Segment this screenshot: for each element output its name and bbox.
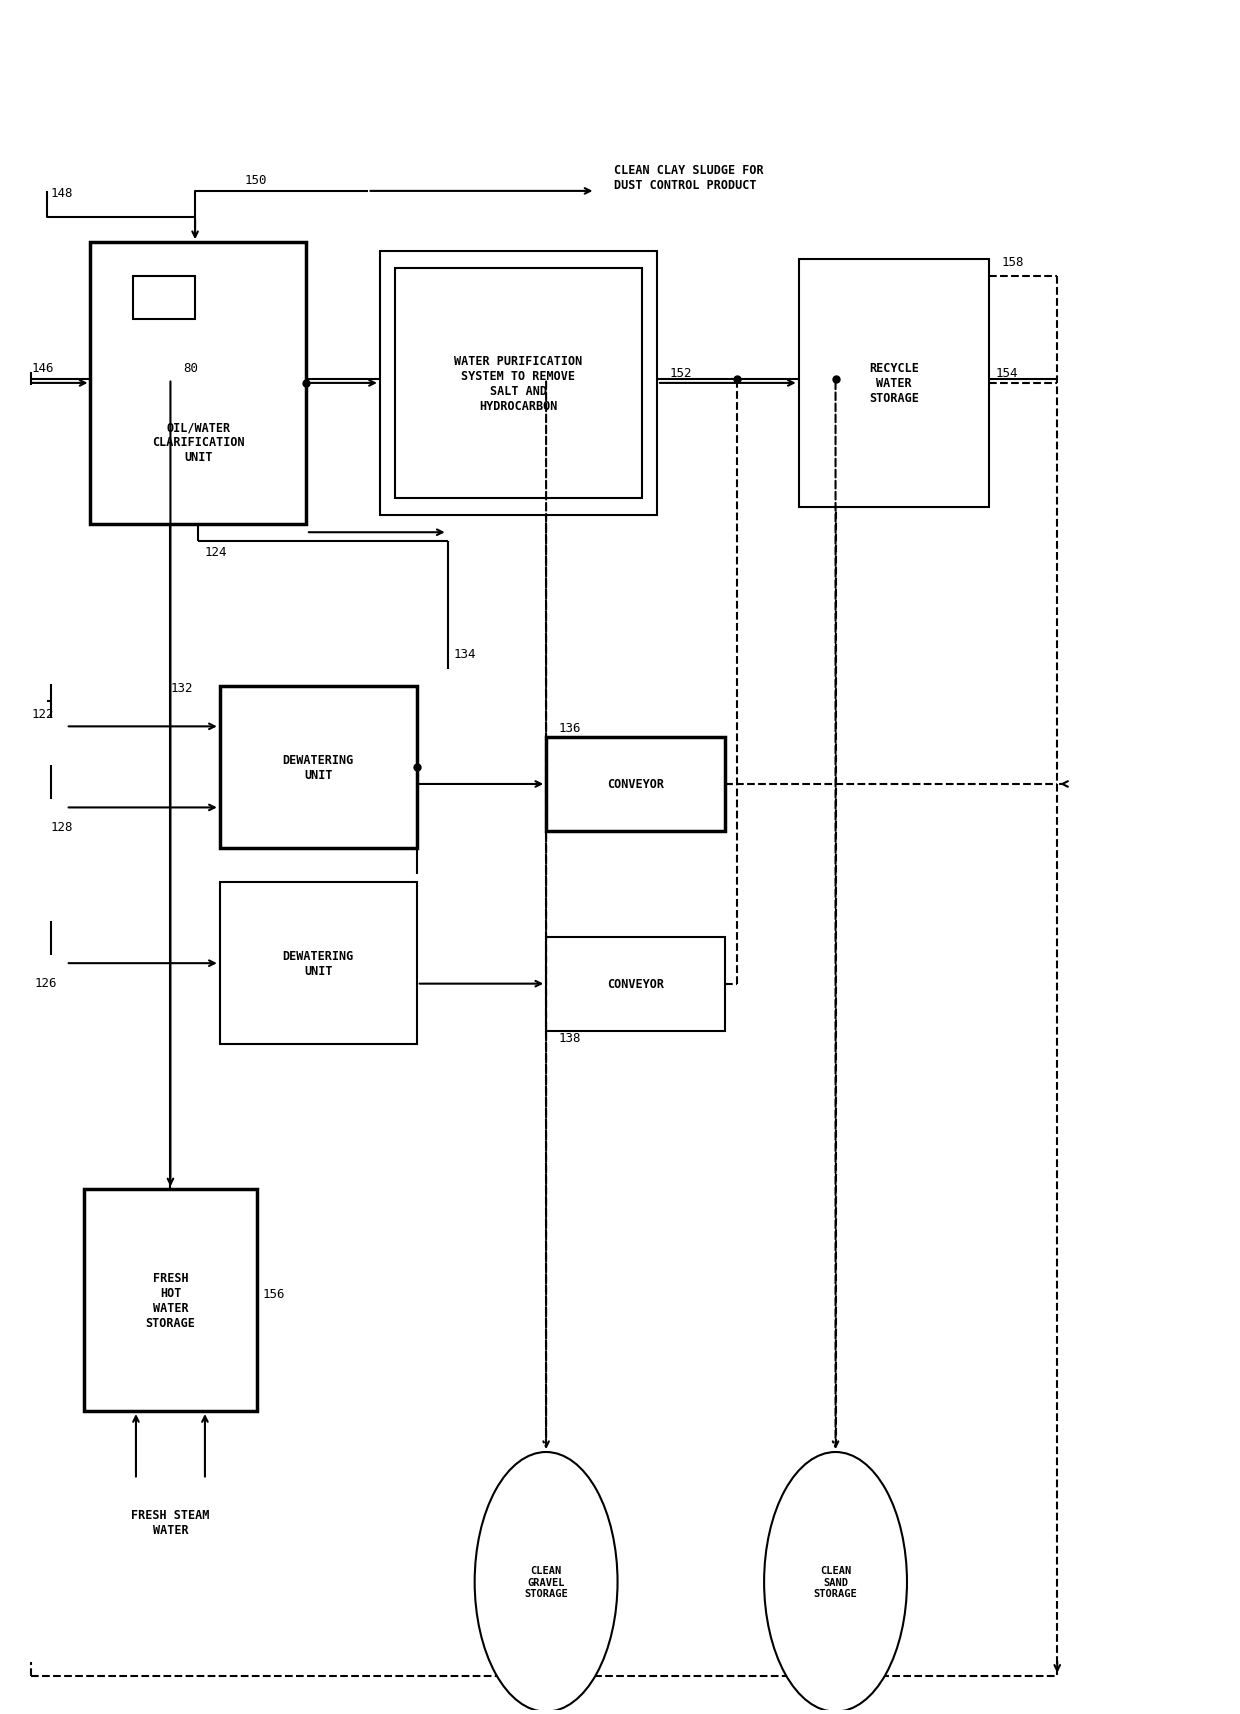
Text: CLEAN CLAY SLUDGE FOR
DUST CONTROL PRODUCT: CLEAN CLAY SLUDGE FOR DUST CONTROL PRODU… — [614, 165, 764, 192]
Text: 156: 156 — [263, 1287, 285, 1301]
FancyBboxPatch shape — [84, 1190, 257, 1411]
Text: CONVEYOR: CONVEYOR — [606, 977, 663, 991]
Text: 138: 138 — [558, 1032, 580, 1044]
Ellipse shape — [475, 1452, 618, 1712]
Text: 124: 124 — [205, 545, 227, 559]
Text: CONVEYOR: CONVEYOR — [606, 778, 663, 790]
FancyBboxPatch shape — [799, 261, 990, 507]
Text: 152: 152 — [670, 367, 692, 381]
FancyBboxPatch shape — [91, 243, 306, 524]
Text: 154: 154 — [996, 367, 1018, 381]
FancyBboxPatch shape — [219, 686, 417, 848]
Text: 126: 126 — [35, 977, 57, 989]
Text: 150: 150 — [244, 173, 267, 187]
Text: DEWATERING
UNIT: DEWATERING UNIT — [283, 950, 353, 977]
Text: RECYCLE
WATER
STORAGE: RECYCLE WATER STORAGE — [869, 362, 919, 405]
Text: 136: 136 — [558, 722, 580, 734]
Text: CLEAN
GRAVEL
STORAGE: CLEAN GRAVEL STORAGE — [525, 1565, 568, 1599]
Text: 128: 128 — [51, 821, 73, 833]
Text: 132: 132 — [170, 682, 193, 694]
Text: 148: 148 — [51, 187, 73, 201]
FancyBboxPatch shape — [134, 278, 195, 321]
FancyBboxPatch shape — [546, 737, 724, 831]
Text: OIL/WATER
CLARIFICATION
UNIT: OIL/WATER CLARIFICATION UNIT — [151, 422, 244, 464]
Text: CLEAN
SAND
STORAGE: CLEAN SAND STORAGE — [813, 1565, 857, 1599]
Text: DEWATERING
UNIT: DEWATERING UNIT — [283, 754, 353, 782]
FancyBboxPatch shape — [379, 252, 657, 516]
Ellipse shape — [764, 1452, 906, 1712]
Text: FRESH STEAM
WATER: FRESH STEAM WATER — [131, 1508, 210, 1536]
FancyBboxPatch shape — [546, 938, 724, 1032]
FancyBboxPatch shape — [219, 883, 417, 1044]
Text: 80: 80 — [182, 362, 197, 374]
Text: WATER PURIFICATION
SYSTEM TO REMOVE
SALT AND
HYDROCARBON: WATER PURIFICATION SYSTEM TO REMOVE SALT… — [454, 355, 583, 413]
Text: 134: 134 — [454, 648, 476, 662]
Text: FRESH
HOT
WATER
STORAGE: FRESH HOT WATER STORAGE — [145, 1272, 196, 1330]
Text: 146: 146 — [31, 362, 53, 375]
FancyBboxPatch shape — [394, 269, 642, 499]
Text: 122: 122 — [31, 708, 53, 720]
Text: 158: 158 — [1002, 255, 1024, 269]
